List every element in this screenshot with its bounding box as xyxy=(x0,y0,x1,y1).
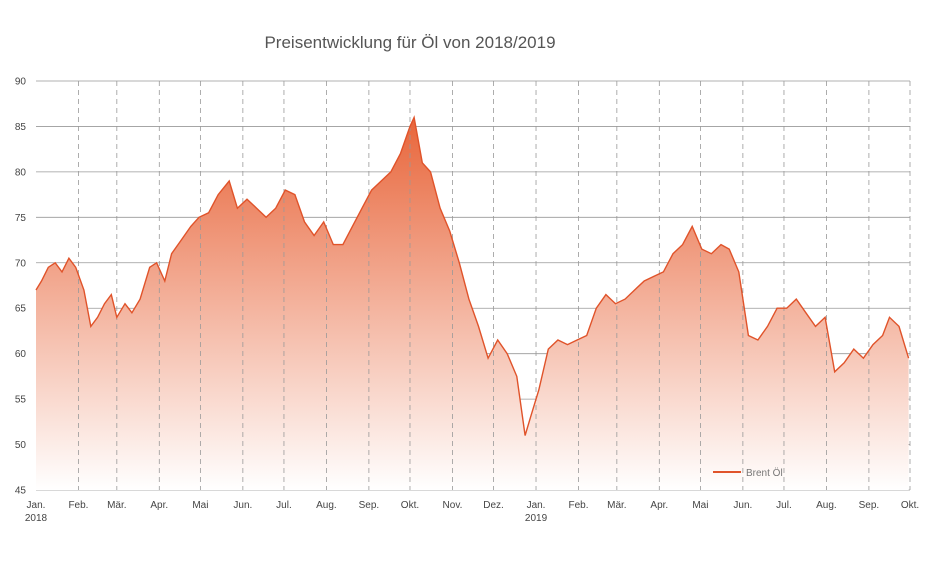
x-tick-label: Sep. xyxy=(859,500,880,511)
series-line-brent xyxy=(35,115,910,436)
y-tick-label: 70 xyxy=(15,258,27,269)
x-tick-label: Sep. xyxy=(359,500,380,511)
y-tick-label: 90 xyxy=(15,77,27,88)
x-tick-label: Mai xyxy=(192,500,208,511)
x-tick-label: Feb. xyxy=(568,500,588,511)
y-tick-label: 45 xyxy=(15,486,27,497)
x-tick-label: Jul. xyxy=(776,500,792,511)
x-tick-label: Mär. xyxy=(607,500,626,511)
x-tick-label: Apr. xyxy=(650,500,668,511)
x-tick-label: Dez. xyxy=(483,500,504,511)
area-fill xyxy=(36,117,909,491)
x-axis-ticks: Jan. 2018 Feb. Mär. Apr. Mai Jun. Jul. Aug. Sep. O… xyxy=(25,500,919,524)
y-tick-label: 85 xyxy=(15,122,27,133)
y-tick-label: 75 xyxy=(15,213,27,224)
x-tick-label: Aug. xyxy=(816,500,837,511)
x-tick-label: Jun. xyxy=(233,500,252,511)
y-tick-label: 65 xyxy=(15,304,27,315)
y-tick-label: 50 xyxy=(15,440,27,451)
legend-label: Brent Öl xyxy=(746,467,783,479)
x-tick-label: Jul. xyxy=(276,500,292,511)
x-tick-label: Jan. xyxy=(27,500,46,511)
x-tick-label: Feb. xyxy=(68,500,88,511)
x-tick-label: Okt. xyxy=(901,500,919,511)
x-tick-year-label: 2018 xyxy=(25,513,48,524)
x-tick-label: Nov. xyxy=(443,500,463,511)
x-tick-label: Okt. xyxy=(401,500,419,511)
x-tick-label: Jun. xyxy=(733,500,752,511)
x-tick-label: Aug. xyxy=(316,500,337,511)
y-tick-label: 60 xyxy=(15,349,27,360)
x-tick-label: Mai xyxy=(692,500,708,511)
x-tick-label: Apr. xyxy=(150,500,168,511)
x-tick-label: Mär. xyxy=(107,500,126,511)
chart-title: Preisentwicklung für Öl von 2018/2019 xyxy=(264,33,556,52)
y-tick-label: 80 xyxy=(15,167,27,178)
y-tick-label: 55 xyxy=(15,395,27,406)
y-axis-ticks: 45 50 55 60 65 70 75 80 85 90 xyxy=(15,77,27,497)
x-tick-year-label: 2019 xyxy=(525,513,548,524)
legend: Brent Öl xyxy=(713,467,783,479)
x-tick-label: Jan. xyxy=(527,500,546,511)
